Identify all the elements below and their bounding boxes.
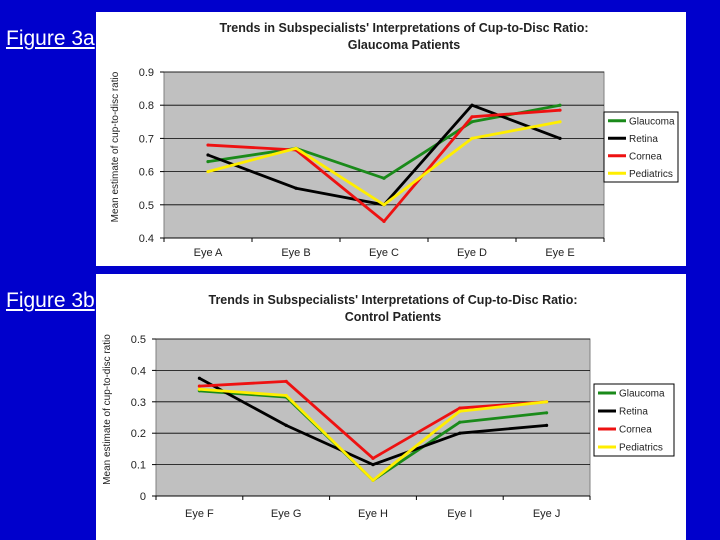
control-point-cornea-3 [458, 406, 462, 410]
control-legend-label-pediatrics: Pediatrics [619, 443, 663, 454]
figure-3a-label: Figure 3a [6, 27, 95, 50]
control-chart-title: Trends in Subspecialists' Interpretation… [209, 293, 578, 307]
figure-3b-label: Figure 3b [6, 289, 95, 312]
control-point-pediatrics-2 [371, 478, 375, 482]
glaucoma-x-tick-label: Eye A [194, 247, 223, 259]
control-point-retina-3 [458, 431, 462, 435]
glaucoma-legend-label-cornea: Cornea [629, 151, 662, 162]
glaucoma-legend-label-pediatrics: Pediatrics [629, 169, 673, 180]
glaucoma-x-tick-label: Eye B [281, 247, 310, 259]
control-y-tick-label: 0 [140, 491, 146, 503]
control-legend-label-cornea: Cornea [619, 425, 652, 436]
glaucoma-x-tick-label: Eye E [545, 247, 574, 259]
glaucoma-point-cornea-3 [470, 115, 474, 119]
glaucoma-legend-label-retina: Retina [629, 134, 658, 145]
glaucoma-point-pediatrics-1 [294, 146, 298, 150]
glaucoma-y-tick-label: 0.8 [139, 100, 154, 112]
glaucoma-point-retina-3 [470, 103, 474, 107]
glaucoma-point-pediatrics-4 [558, 120, 562, 124]
glaucoma-point-pediatrics-0 [206, 170, 210, 174]
control-point-pediatrics-1 [284, 393, 288, 398]
glaucoma-x-tick-label: Eye C [369, 247, 399, 259]
glaucoma-y-tick-label: 0.5 [139, 200, 154, 212]
glaucoma-y-tick-label: 0.7 [139, 133, 154, 145]
control-x-tick-label: Eye F [185, 508, 214, 520]
chart-glaucoma-patients: Trends in Subspecialists' Interpretation… [110, 21, 679, 259]
glaucoma-point-glaucoma-3 [470, 120, 474, 124]
glaucoma-point-glaucoma-2 [382, 176, 386, 180]
glaucoma-legend-box [603, 111, 679, 183]
glaucoma-y-tick-label: 0.9 [139, 67, 154, 79]
control-point-retina-0 [197, 376, 201, 380]
control-point-cornea-0 [197, 384, 201, 388]
control-legend-label-glaucoma: Glaucoma [619, 389, 665, 400]
control-point-retina-2 [371, 463, 375, 467]
glaucoma-point-cornea-2 [382, 219, 386, 223]
glaucoma-x-tick-label: Eye D [457, 247, 487, 259]
glaucoma-point-retina-4 [558, 136, 562, 140]
control-x-tick-label: Eye H [358, 508, 388, 520]
glaucoma-point-glaucoma-4 [558, 103, 562, 107]
glaucoma-y-tick-label: 0.4 [139, 233, 154, 245]
control-point-cornea-2 [371, 456, 375, 460]
chart-panel-control: Trends in Subspecialists' Interpretation… [96, 274, 686, 540]
glaucoma-point-cornea-0 [206, 143, 210, 147]
control-point-pediatrics-3 [458, 409, 462, 413]
glaucoma-plot-area [163, 71, 605, 239]
glaucoma-point-glaucoma-0 [206, 160, 210, 164]
chart-control-patients: Trends in Subspecialists' Interpretation… [102, 293, 675, 520]
control-point-retina-1 [284, 423, 288, 427]
glaucoma-legend-label-glaucoma: Glaucoma [629, 116, 675, 127]
control-point-glaucoma-4 [545, 411, 549, 415]
control-point-pediatrics-4 [545, 400, 549, 404]
glaucoma-point-cornea-4 [558, 108, 562, 112]
control-point-glaucoma-3 [458, 420, 462, 424]
glaucoma-y-axis-label: Mean estimate of cup-to-disc ratio [110, 71, 121, 222]
glaucoma-point-pediatrics-2 [382, 203, 386, 207]
glaucoma-point-retina-1 [294, 186, 298, 190]
glaucoma-point-pediatrics-3 [470, 136, 474, 140]
glaucoma-y-tick-label: 0.6 [139, 167, 154, 179]
glaucoma-point-retina-0 [206, 153, 210, 157]
control-x-tick-label: Eye J [533, 508, 561, 520]
control-point-cornea-1 [284, 379, 288, 383]
control-plot-area [155, 338, 591, 497]
control-x-tick-label: Eye I [447, 508, 472, 520]
control-y-tick-label: 0.1 [131, 460, 146, 472]
control-legend-box [593, 383, 675, 457]
control-y-tick-label: 0.5 [131, 334, 146, 346]
control-chart-subtitle: Control Patients [345, 310, 442, 324]
control-legend-label-retina: Retina [619, 407, 648, 418]
glaucoma-chart-title: Trends in Subspecialists' Interpretation… [220, 21, 589, 35]
control-point-pediatrics-0 [197, 387, 201, 391]
control-point-retina-4 [545, 423, 549, 427]
control-y-tick-label: 0.3 [131, 397, 146, 409]
control-y-tick-label: 0.2 [131, 428, 146, 440]
glaucoma-chart-subtitle: Glaucoma Patients [348, 38, 461, 52]
chart-panel-glaucoma: Trends in Subspecialists' Interpretation… [96, 12, 686, 266]
control-y-axis-label: Mean estimate of cup-to-disc ratio [102, 334, 113, 485]
control-x-tick-label: Eye G [271, 508, 302, 520]
control-y-tick-label: 0.4 [131, 365, 146, 377]
